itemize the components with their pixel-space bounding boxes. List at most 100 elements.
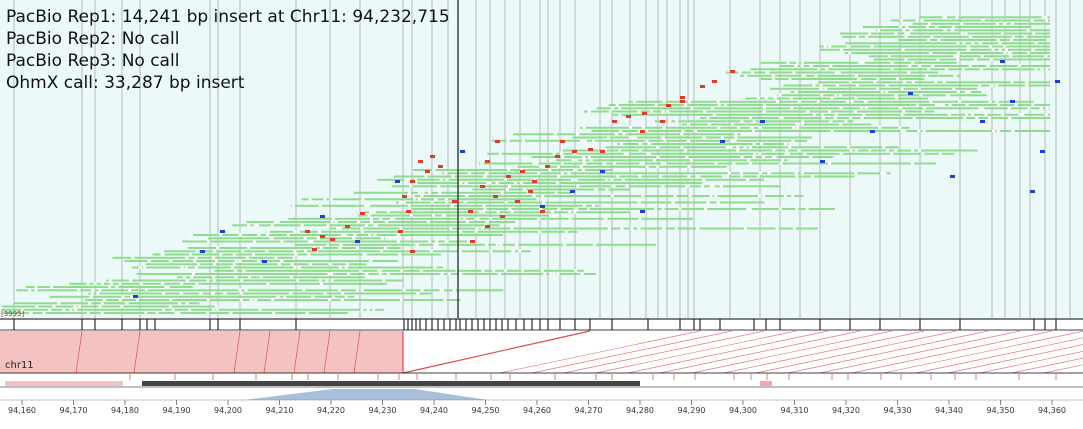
axis-tick-label: 94,300 xyxy=(729,406,757,415)
axis-tick-label: 94,340 xyxy=(935,406,963,415)
gap-mark xyxy=(943,28,947,32)
gap-mark xyxy=(828,45,832,48)
gap-mark xyxy=(1003,22,1007,25)
gap-mark xyxy=(354,214,358,217)
gap-mark xyxy=(169,305,173,308)
read-pileup[interactable] xyxy=(0,0,1083,318)
gap-mark xyxy=(360,230,364,233)
insertion xyxy=(640,210,645,213)
gap-mark xyxy=(450,204,454,207)
gap-mark xyxy=(608,110,612,113)
read xyxy=(818,81,1050,84)
gap-mark xyxy=(239,298,243,302)
gap-mark xyxy=(520,168,524,172)
gap-mark xyxy=(738,71,742,74)
gap-mark xyxy=(293,266,297,269)
gap-mark xyxy=(185,301,189,305)
region-triangle xyxy=(244,389,488,400)
gap-mark xyxy=(634,136,638,139)
gap-mark xyxy=(417,197,421,201)
alignment-line xyxy=(659,330,861,374)
gap-mark xyxy=(387,210,390,214)
gap-mark xyxy=(968,35,972,38)
insertion xyxy=(950,175,955,178)
gap-mark xyxy=(379,272,382,276)
gap-mark xyxy=(733,139,737,142)
gap-mark xyxy=(921,152,925,155)
gap-mark xyxy=(606,136,610,139)
gap-mark xyxy=(792,126,796,129)
read xyxy=(750,68,1050,71)
gap-mark xyxy=(706,201,710,204)
gap-mark xyxy=(960,32,964,35)
gap-mark xyxy=(962,41,966,45)
mismatch xyxy=(660,120,665,123)
gap-mark xyxy=(939,152,942,155)
annotation-rep3: PacBio Rep3: No call xyxy=(6,51,180,71)
gap-mark xyxy=(294,253,298,256)
gap-mark xyxy=(249,298,253,302)
insertions xyxy=(133,60,1060,298)
gap-mark xyxy=(328,262,332,266)
gap-mark xyxy=(504,201,508,204)
gap-mark xyxy=(846,100,849,103)
gap-mark xyxy=(757,175,760,178)
gap-mark xyxy=(887,54,891,58)
gap-mark xyxy=(483,175,487,178)
gap-mark xyxy=(136,298,140,302)
read xyxy=(845,42,1050,45)
gap-mark xyxy=(663,139,667,142)
gap-mark xyxy=(443,266,447,269)
gap-mark xyxy=(548,168,552,172)
gap-mark xyxy=(563,243,567,246)
gap-mark xyxy=(407,178,411,181)
gap-mark xyxy=(911,149,914,152)
axis-tick-label: 94,160 xyxy=(8,406,36,415)
gap-mark xyxy=(687,175,691,178)
alignment-line xyxy=(353,330,361,374)
gap-mark xyxy=(996,38,1000,42)
mismatch xyxy=(506,175,511,178)
alignment-line xyxy=(75,330,83,374)
read xyxy=(681,123,872,126)
gap-mark xyxy=(995,84,999,87)
gap-mark xyxy=(821,116,825,120)
gap-mark xyxy=(739,171,743,175)
gap-mark xyxy=(736,145,740,149)
gap-mark xyxy=(853,110,857,113)
gap-mark xyxy=(537,171,541,175)
gap-mark xyxy=(792,227,796,230)
insertion xyxy=(870,130,875,133)
gap-mark xyxy=(239,233,242,237)
gap-mark xyxy=(1017,64,1021,68)
gap-mark xyxy=(129,279,133,282)
gap-mark xyxy=(626,152,629,155)
feature-block xyxy=(760,381,772,386)
gap-mark xyxy=(360,288,364,292)
gap-mark xyxy=(242,269,246,272)
gap-mark xyxy=(341,292,345,295)
gap-mark xyxy=(398,253,402,256)
gap-mark xyxy=(338,246,342,250)
gap-mark xyxy=(1011,129,1015,133)
reference-track-panel[interactable]: chr11 94,160 94,170 94,180 94,190 94,200 94,2… xyxy=(0,318,1083,429)
gap-mark xyxy=(927,38,930,42)
read-alignment-panel[interactable]: PacBio Rep1: 14,241 bp insert at Chr11: … xyxy=(0,0,1083,318)
gap-mark xyxy=(305,311,309,315)
read xyxy=(870,58,1050,61)
gap-mark xyxy=(1032,32,1036,35)
gap-mark xyxy=(716,100,720,103)
gap-mark xyxy=(486,181,490,185)
gap-mark xyxy=(1044,15,1048,19)
gap-mark xyxy=(581,168,585,172)
gap-mark xyxy=(212,279,216,282)
mismatch xyxy=(545,165,550,168)
gap-mark xyxy=(605,178,609,181)
gap-mark xyxy=(378,269,382,272)
read xyxy=(740,74,960,77)
gap-mark xyxy=(560,171,564,175)
gap-mark xyxy=(533,178,537,181)
gap-mark xyxy=(538,230,541,233)
gap-mark xyxy=(1027,106,1031,110)
gap-mark xyxy=(855,35,859,38)
